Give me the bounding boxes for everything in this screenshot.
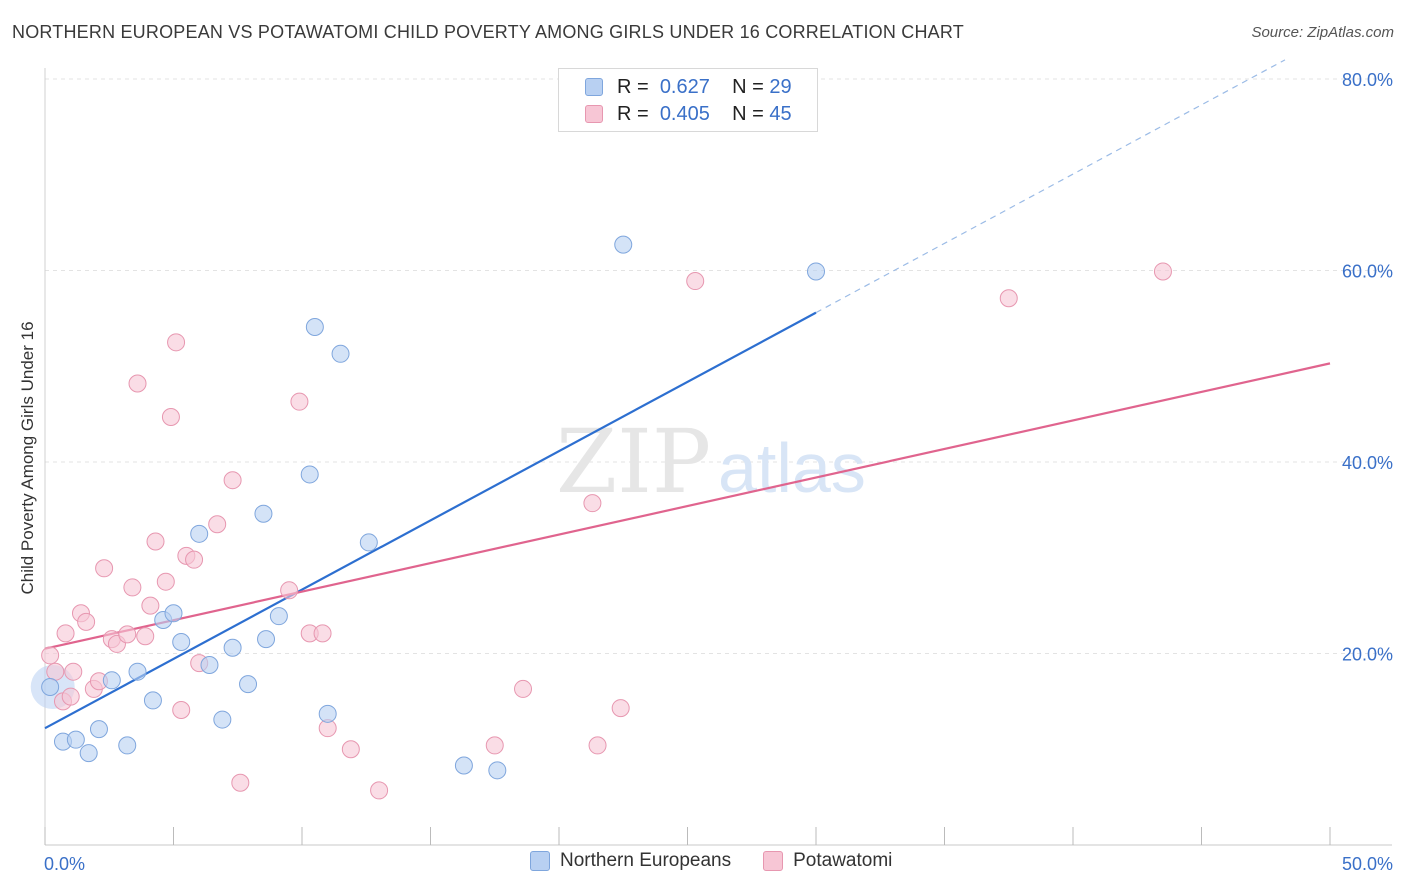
legend-n-label: N = <box>732 102 764 125</box>
tick-labels: 20.0% 40.0% 60.0% 80.0% 0.0% 50.0% <box>44 70 1393 874</box>
legend-n-label: N = <box>732 75 764 98</box>
x-tick-label: 50.0% <box>1342 854 1393 874</box>
pink-swatch-icon <box>585 105 603 123</box>
y-tick-label: 60.0% <box>1342 262 1393 282</box>
point-northern-europeans <box>318 704 337 723</box>
point-potawatomi <box>61 687 80 706</box>
point-northern-europeans <box>359 533 378 552</box>
trend-line-potawatomi <box>44 362 1331 650</box>
legend-r-value: 0.627 <box>659 75 710 98</box>
data-points <box>30 235 1172 800</box>
point-potawatomi <box>136 627 155 646</box>
point-northern-europeans <box>89 720 108 739</box>
legend-r-label: R = <box>617 102 649 125</box>
point-potawatomi <box>41 646 60 665</box>
point-northern-europeans <box>239 675 258 694</box>
point-potawatomi <box>370 781 389 800</box>
y-tick-label: 20.0% <box>1342 645 1393 665</box>
point-potawatomi <box>223 471 242 490</box>
point-northern-europeans <box>331 344 350 363</box>
point-potawatomi <box>167 333 186 352</box>
point-northern-europeans <box>172 633 191 652</box>
legend-n-value: 45 <box>769 102 792 125</box>
point-northern-europeans <box>614 235 633 254</box>
point-northern-europeans <box>41 678 60 697</box>
point-potawatomi <box>156 572 175 591</box>
x-tick-label: 0.0% <box>44 854 85 874</box>
point-northern-europeans <box>66 730 85 749</box>
point-potawatomi <box>64 662 83 681</box>
point-potawatomi <box>118 625 137 644</box>
legend-label: Northern Europeans <box>560 850 732 871</box>
point-potawatomi <box>56 624 75 643</box>
point-potawatomi <box>46 662 65 681</box>
point-northern-europeans <box>454 756 473 775</box>
pink-swatch-icon <box>763 851 784 871</box>
point-potawatomi <box>185 550 204 569</box>
point-potawatomi <box>290 392 309 411</box>
point-northern-europeans <box>102 671 121 690</box>
point-northern-europeans <box>807 262 825 281</box>
blue-swatch-icon <box>530 851 550 871</box>
series-legend: Northern Europeans Potawatomi <box>530 850 924 872</box>
point-potawatomi <box>123 578 142 597</box>
point-potawatomi <box>77 612 96 631</box>
source-label: Source: ZipAtlas.com <box>1251 24 1394 41</box>
y-tick-label: 40.0% <box>1342 453 1393 473</box>
point-potawatomi <box>95 559 114 578</box>
point-potawatomi <box>128 374 147 393</box>
point-northern-europeans <box>128 662 147 681</box>
point-potawatomi <box>999 289 1018 308</box>
legend-row-potawatomi: R = 0.405 N = 45 <box>585 101 792 127</box>
point-potawatomi <box>514 679 533 698</box>
trend-line-northern-europeans <box>44 311 817 730</box>
point-potawatomi <box>1153 262 1172 281</box>
point-northern-europeans <box>200 655 219 674</box>
point-potawatomi <box>588 736 607 755</box>
point-potawatomi <box>141 596 160 615</box>
point-potawatomi <box>161 407 180 426</box>
point-potawatomi <box>485 736 504 755</box>
point-northern-europeans <box>300 465 319 484</box>
point-northern-europeans <box>305 317 324 336</box>
legend-item-northern-europeans: Northern Europeans <box>530 850 731 872</box>
point-northern-europeans <box>488 761 507 780</box>
point-northern-europeans <box>164 604 183 623</box>
point-potawatomi <box>172 700 191 719</box>
point-northern-europeans <box>257 630 276 649</box>
point-potawatomi <box>280 581 299 600</box>
correlation-legend: R = 0.627 N = 29 R = 0.405 N = 45 <box>558 68 818 132</box>
chart-title: NORTHERN EUROPEAN VS POTAWATOMI CHILD PO… <box>12 22 964 42</box>
legend-r-value: 0.405 <box>659 102 710 125</box>
trend-lines <box>44 59 1331 730</box>
point-northern-europeans <box>79 744 98 763</box>
point-potawatomi <box>611 699 630 718</box>
legend-label: Potawatomi <box>793 850 893 871</box>
legend-row-northern-europeans: R = 0.627 N = 29 <box>585 74 792 100</box>
point-northern-europeans <box>213 710 232 729</box>
point-potawatomi <box>583 494 602 513</box>
point-northern-europeans <box>269 607 288 626</box>
point-potawatomi <box>313 624 332 643</box>
legend-item-potawatomi: Potawatomi <box>763 850 892 872</box>
watermark-zip: ZIP <box>556 410 711 513</box>
point-northern-europeans <box>143 691 162 710</box>
legend-r-label: R = <box>617 75 649 98</box>
point-potawatomi <box>146 532 165 551</box>
point-northern-europeans <box>254 504 273 523</box>
point-northern-europeans <box>118 736 137 755</box>
legend-n-value: 29 <box>769 75 792 98</box>
point-northern-europeans <box>190 524 209 543</box>
point-potawatomi <box>208 515 227 534</box>
blue-swatch-icon <box>585 78 603 96</box>
y-axis-label: Child Poverty Among Girls Under 16 <box>18 321 37 595</box>
y-tick-label: 80.0% <box>1342 70 1393 90</box>
trend-line-extension <box>815 59 1286 314</box>
point-potawatomi <box>231 773 250 792</box>
axes <box>44 68 1392 846</box>
point-potawatomi <box>686 272 705 291</box>
point-northern-europeans <box>223 638 242 657</box>
point-potawatomi <box>341 740 360 759</box>
